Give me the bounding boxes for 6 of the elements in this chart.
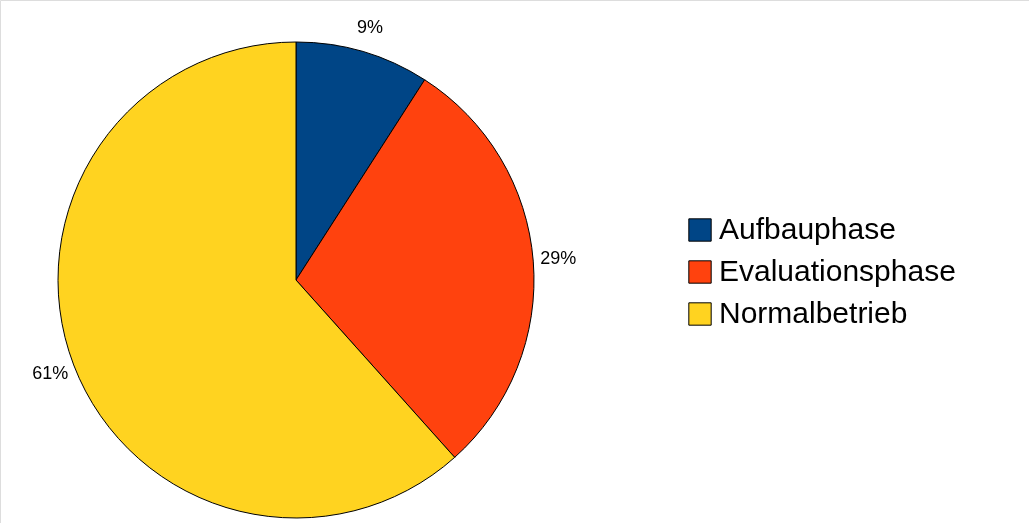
legend-label: Evaluationsphase — [719, 254, 956, 287]
data-label: 61% — [32, 362, 69, 383]
data-label: 29% — [540, 248, 577, 269]
legend-label: Normalbetrieb — [719, 296, 908, 329]
legend-label: Aufbauphase — [719, 212, 896, 245]
data-label: 9% — [357, 16, 384, 37]
